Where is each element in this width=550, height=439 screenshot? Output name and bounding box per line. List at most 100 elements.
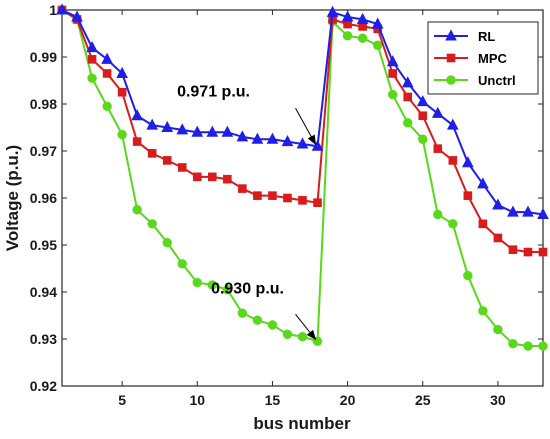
data-point-mpc xyxy=(102,69,112,78)
data-point-rl xyxy=(311,139,324,151)
data-point-unctrl xyxy=(463,270,473,281)
data-point-unctrl xyxy=(222,284,233,295)
annotations: 0.971 p.u. 0.930 p.u. xyxy=(177,83,317,341)
data-point-mpc xyxy=(238,184,247,193)
data-point-rl xyxy=(266,132,279,144)
data-point-rl xyxy=(507,205,519,217)
data-point-unctrl xyxy=(282,329,293,339)
data-point-rl xyxy=(146,118,159,130)
data-point-mpc xyxy=(268,191,277,200)
annotation-arrow xyxy=(295,108,317,146)
data-point-unctrl xyxy=(342,31,353,41)
data-point-mpc xyxy=(223,174,232,184)
data-point-unctrl xyxy=(177,259,187,269)
x-tick-label: 20 xyxy=(340,392,356,408)
data-point-unctrl xyxy=(387,89,398,100)
legend-swatch-marker xyxy=(446,75,456,85)
legend-label: MPC xyxy=(478,51,508,66)
data-point-rl xyxy=(176,123,189,135)
data-point-rl xyxy=(191,125,204,137)
x-axis-title: bus number xyxy=(253,414,351,433)
data-point-mpc xyxy=(508,245,518,254)
data-point-rl xyxy=(71,10,83,22)
x-tick-label: 25 xyxy=(415,392,431,408)
data-point-unctrl xyxy=(132,205,142,215)
data-point-mpc xyxy=(162,156,172,165)
data-point-mpc xyxy=(403,92,413,102)
data-point-mpc xyxy=(132,137,142,146)
data-point-rl xyxy=(477,177,489,189)
data-point-mpc xyxy=(283,193,292,203)
data-point-unctrl xyxy=(508,339,518,349)
data-point-unctrl xyxy=(147,219,157,229)
series-unctrl xyxy=(57,5,548,351)
data-point-unctrl xyxy=(87,73,97,83)
data-point-unctrl xyxy=(538,341,548,351)
data-point-mpc xyxy=(117,87,127,97)
y-tick-label: 0.93 xyxy=(30,331,57,347)
data-point-rl xyxy=(296,137,309,149)
data-point-mpc xyxy=(208,172,217,182)
data-point-mpc xyxy=(478,219,488,229)
data-point-unctrl xyxy=(192,277,202,288)
data-point-unctrl xyxy=(267,320,278,330)
legend-entry-rl: RL xyxy=(434,29,495,44)
data-point-mpc xyxy=(253,191,262,200)
y-tick-label: 0.94 xyxy=(30,284,57,300)
series-group xyxy=(56,3,549,351)
data-point-mpc xyxy=(523,247,533,257)
annotation-arrow xyxy=(295,314,317,341)
data-point-unctrl xyxy=(493,324,503,335)
data-point-unctrl xyxy=(478,306,488,316)
data-point-unctrl xyxy=(297,331,308,342)
data-point-rl xyxy=(86,41,98,53)
data-point-rl xyxy=(56,3,68,15)
y-tick-label: 0.97 xyxy=(30,143,57,159)
legend-label: Unctrl xyxy=(478,73,516,88)
data-point-rl xyxy=(356,12,369,24)
data-point-unctrl xyxy=(372,40,383,50)
data-point-mpc xyxy=(147,149,157,158)
annotation-label: 0.930 p.u. xyxy=(211,280,284,297)
data-point-mpc xyxy=(463,191,473,200)
y-tick-label: 0.92 xyxy=(30,378,57,394)
data-point-rl xyxy=(416,95,429,107)
legend-entry-unctrl: Unctrl xyxy=(434,73,516,88)
data-point-rl xyxy=(462,156,474,168)
data-point-mpc xyxy=(448,156,458,165)
data-point-mpc xyxy=(433,144,443,153)
data-point-unctrl xyxy=(102,101,112,112)
data-point-unctrl xyxy=(433,209,443,220)
legend-entry-mpc: MPC xyxy=(434,51,508,66)
data-point-mpc xyxy=(192,172,202,182)
data-point-rl xyxy=(431,106,444,118)
y-axis-title: Voltage (p.u.) xyxy=(3,145,22,251)
data-point-rl xyxy=(371,17,384,29)
y-tick-label: 0.98 xyxy=(30,96,57,112)
y-tick-label: 0.99 xyxy=(30,49,57,65)
data-point-rl xyxy=(492,198,504,210)
legend-swatch-marker xyxy=(446,53,456,63)
x-tick-label: 5 xyxy=(118,392,126,408)
data-point-unctrl xyxy=(162,237,172,248)
data-point-mpc xyxy=(313,198,322,207)
y-tick-label: 0.96 xyxy=(30,190,57,206)
legend-label: RL xyxy=(478,29,495,44)
data-point-rl xyxy=(522,205,534,217)
data-point-unctrl xyxy=(418,134,428,144)
data-point-unctrl xyxy=(252,315,263,325)
data-point-rl xyxy=(251,132,264,144)
data-point-rl xyxy=(206,125,219,137)
data-point-rl xyxy=(326,5,339,17)
data-point-mpc xyxy=(388,69,397,78)
data-point-rl xyxy=(341,10,354,22)
data-point-rl xyxy=(281,135,294,147)
data-point-rl xyxy=(101,52,113,64)
data-point-unctrl xyxy=(237,308,248,318)
data-point-unctrl xyxy=(357,33,368,43)
data-point-mpc xyxy=(298,196,307,205)
series-rl xyxy=(56,3,549,219)
x-tick-label: 10 xyxy=(189,392,205,408)
data-point-unctrl xyxy=(448,219,458,229)
data-point-rl xyxy=(401,76,414,88)
